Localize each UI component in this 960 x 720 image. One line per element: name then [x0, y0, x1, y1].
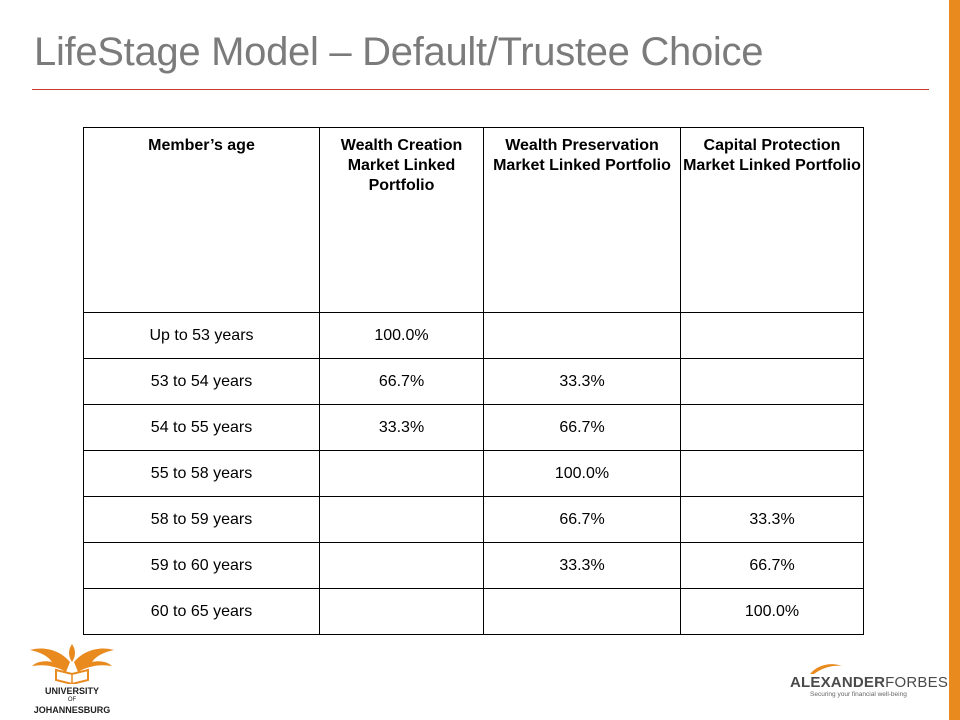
uj-line3: JOHANNESBURG	[33, 705, 111, 715]
cell-capital-protection: 100.0%	[680, 588, 864, 635]
cell-capital-protection	[680, 358, 864, 405]
title-divider	[32, 89, 929, 90]
uj-logo: UNIVERSITY OF JOHANNESBURG	[22, 640, 122, 718]
af-name-bold: ALEXANDER	[790, 674, 886, 691]
cell-wealth-creation	[319, 542, 484, 589]
uj-crest-icon	[30, 644, 114, 686]
table-row: 58 to 59 years 66.7% 33.3%	[83, 496, 864, 543]
table-header-row: Member’s age Wealth Creation Market Link…	[83, 127, 864, 313]
cell-wealth-preservation: 33.3%	[483, 358, 681, 405]
uj-line1: UNIVERSITY	[44, 686, 99, 696]
table-row: 55 to 58 years 100.0%	[83, 450, 864, 497]
header-wealth-preservation: Wealth Preservation Market Linked Portfo…	[483, 127, 681, 313]
cell-capital-protection	[680, 404, 864, 451]
cell-wealth-preservation: 33.3%	[483, 542, 681, 589]
cell-wealth-creation: 100.0%	[319, 312, 484, 359]
cell-wealth-preservation: 100.0%	[483, 450, 681, 497]
af-name-light: FORBES	[885, 674, 949, 691]
cell-wealth-preservation: 66.7%	[483, 496, 681, 543]
cell-age: 53 to 54 years	[83, 358, 320, 405]
table-row: 60 to 65 years 100.0%	[83, 588, 864, 635]
slide-title: LifeStage Model – Default/Trustee Choice	[34, 30, 764, 74]
cell-wealth-creation	[319, 588, 484, 635]
cell-wealth-creation	[319, 496, 484, 543]
cell-age: 59 to 60 years	[83, 542, 320, 589]
af-swoosh-icon	[810, 664, 842, 674]
cell-wealth-preservation	[483, 588, 681, 635]
cell-age: 60 to 65 years	[83, 588, 320, 635]
table-row: 59 to 60 years 33.3% 66.7%	[83, 542, 864, 589]
cell-capital-protection: 33.3%	[680, 496, 864, 543]
cell-wealth-creation: 33.3%	[319, 404, 484, 451]
af-wordmark: ALEXANDERFORBES	[790, 674, 948, 691]
header-wealth-creation: Wealth Creation Market Linked Portfolio	[319, 127, 484, 313]
cell-capital-protection	[680, 450, 864, 497]
cell-wealth-preservation: 66.7%	[483, 404, 681, 451]
cell-wealth-preservation	[483, 312, 681, 359]
cell-age: 55 to 58 years	[83, 450, 320, 497]
table-row: Up to 53 years 100.0%	[83, 312, 864, 359]
cell-capital-protection: 66.7%	[680, 542, 864, 589]
cell-age: Up to 53 years	[83, 312, 320, 359]
table-row: 53 to 54 years 66.7% 33.3%	[83, 358, 864, 405]
table-row: 54 to 55 years 33.3% 66.7%	[83, 404, 864, 451]
af-tagline: Securing your financial well-being	[810, 691, 907, 698]
cell-wealth-creation: 66.7%	[319, 358, 484, 405]
cell-age: 58 to 59 years	[83, 496, 320, 543]
cell-wealth-creation	[319, 450, 484, 497]
allocation-table: Member’s age Wealth Creation Market Link…	[83, 127, 864, 635]
header-capital-protection: Capital Protection Market Linked Portfol…	[680, 127, 864, 313]
cell-capital-protection	[680, 312, 864, 359]
uj-line2: OF	[67, 697, 77, 703]
accent-bar	[949, 0, 960, 720]
header-members-age: Member’s age	[83, 127, 320, 313]
cell-age: 54 to 55 years	[83, 404, 320, 451]
alexander-forbes-logo: ALEXANDERFORBES Securing your financial …	[790, 662, 948, 702]
